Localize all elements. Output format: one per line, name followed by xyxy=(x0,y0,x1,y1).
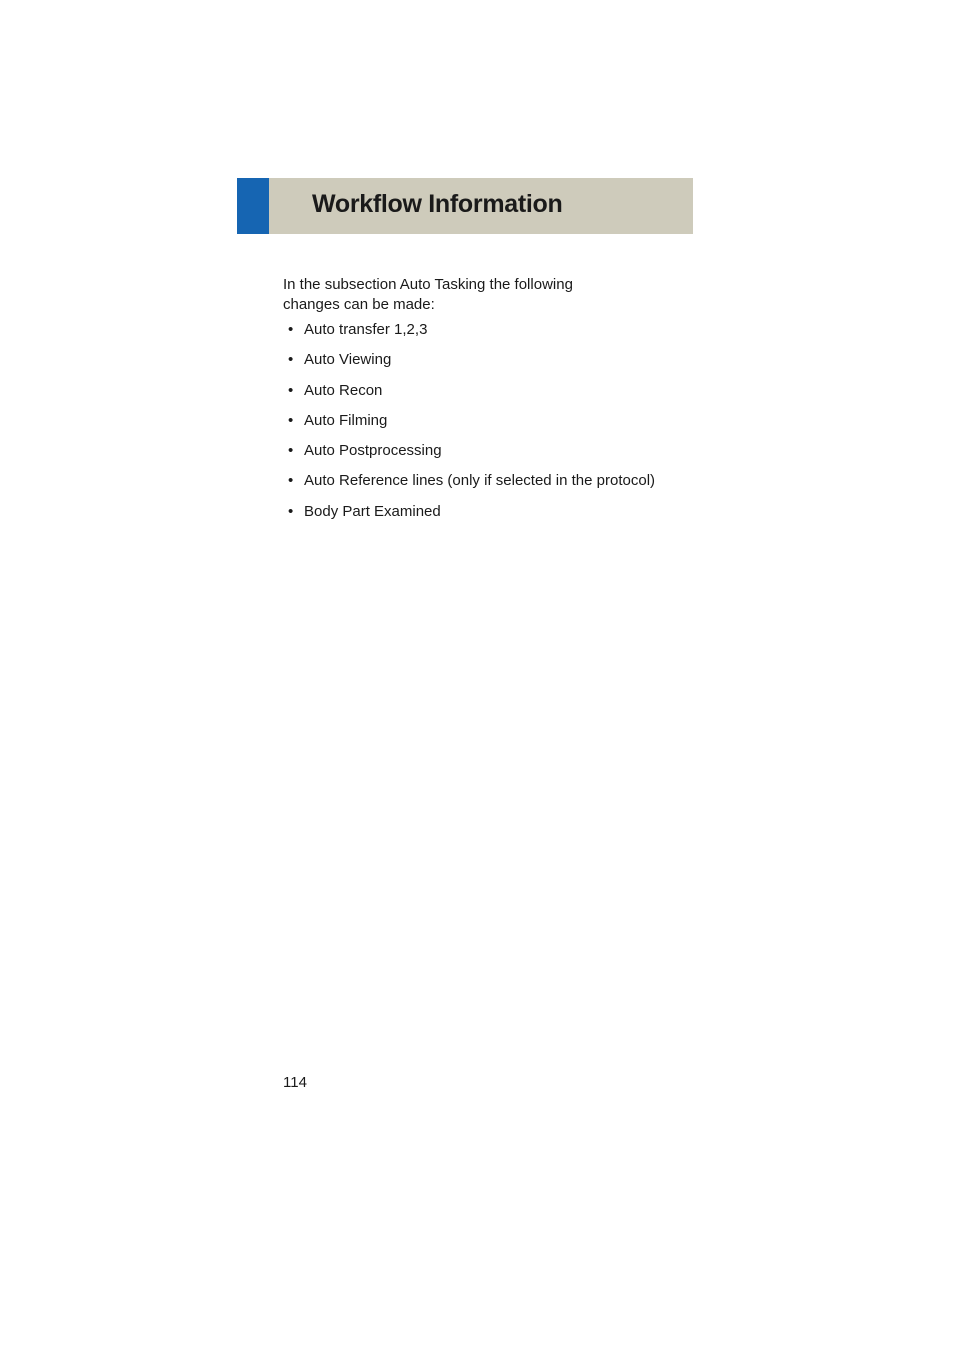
page-number: 114 xyxy=(283,1074,307,1091)
intro-paragraph: In the subsection Auto Tasking the follo… xyxy=(283,275,633,314)
list-item: Auto Recon xyxy=(283,381,655,401)
page-title: Workflow Information xyxy=(312,190,562,219)
list-item: Auto Viewing xyxy=(283,350,655,370)
list-item: Body Part Examined xyxy=(283,502,655,522)
header-accent-bar xyxy=(237,178,269,234)
bullet-list: Auto transfer 1,2,3 Auto Viewing Auto Re… xyxy=(283,320,655,532)
list-item: Auto Filming xyxy=(283,411,655,431)
list-item: Auto Postprocessing xyxy=(283,441,655,461)
list-item: Auto transfer 1,2,3 xyxy=(283,320,655,340)
list-item: Auto Reference lines (only if selected i… xyxy=(283,471,655,491)
